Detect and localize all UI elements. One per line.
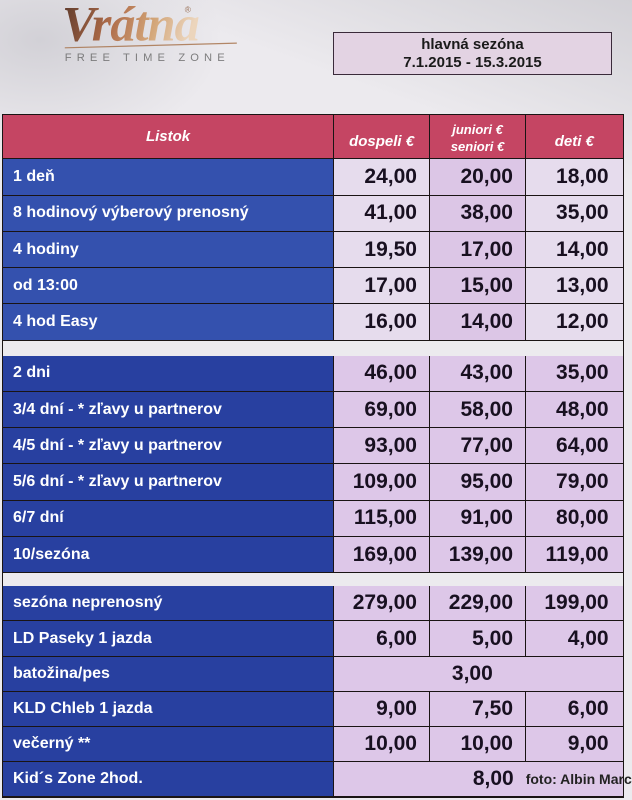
svg-text:®: ® (185, 4, 192, 14)
svg-text:FREE TIME ZONE: FREE TIME ZONE (65, 52, 230, 64)
svg-text:Vrátna: Vrátna (62, 0, 199, 51)
